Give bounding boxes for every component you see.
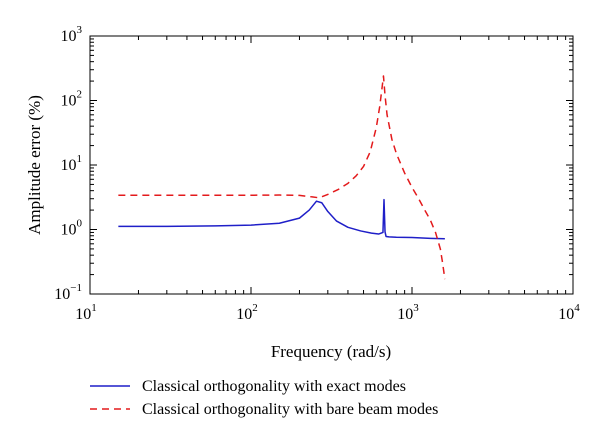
series-line-0	[118, 198, 445, 240]
y-tick-label: 100	[61, 218, 83, 239]
ticks-layer	[89, 35, 574, 295]
x-tick-label: 101	[75, 302, 97, 323]
legend: Classical orthogonality with exact modes…	[90, 378, 438, 418]
legend-label-exact-modes: Classical orthogonality with exact modes	[142, 378, 406, 395]
x-tick-label: 104	[558, 302, 580, 323]
y-tick-label: 10−1	[54, 282, 82, 303]
series-layer	[118, 75, 446, 280]
x-tick-label: 103	[397, 302, 419, 323]
series-line-1	[118, 75, 446, 280]
legend-label-bare-beam-modes: Classical orthogonality with bare beam m…	[142, 401, 438, 418]
x-axis-title: Frequency (rad/s)	[271, 342, 391, 361]
y-axis-title: Amplitude error (%)	[25, 95, 44, 235]
y-tick-label: 103	[61, 24, 83, 45]
tick-labels-layer: 101 102 103 104 10−1 100 101 102 103	[54, 24, 580, 323]
y-tick-label: 102	[61, 89, 83, 110]
x-tick-label: 102	[236, 302, 258, 323]
y-tick-label: 101	[61, 153, 83, 174]
